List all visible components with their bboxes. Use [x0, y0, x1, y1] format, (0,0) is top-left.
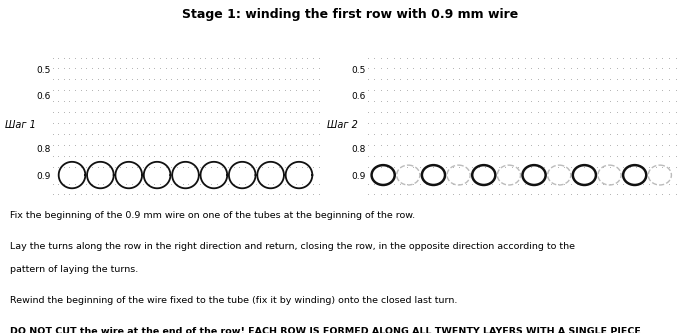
- Text: Lay the turns along the row in the right direction and return, closing the row, : Lay the turns along the row in the right…: [10, 242, 575, 251]
- Text: Stage 1: winding the first row with 0.9 mm wire: Stage 1: winding the first row with 0.9 …: [182, 8, 518, 21]
- Text: Fix the beginning of the 0.9 mm wire on one of the tubes at the beginning of the: Fix the beginning of the 0.9 mm wire on …: [10, 211, 416, 220]
- Text: Шаг 2: Шаг 2: [328, 120, 358, 130]
- Text: pattern of laying the turns.: pattern of laying the turns.: [10, 265, 139, 274]
- Text: Rewind the beginning of the wire fixed to the tube (fix it by winding) onto the : Rewind the beginning of the wire fixed t…: [10, 296, 458, 305]
- Text: DO NOT CUT the wire at the end of the row! EACH ROW IS FORMED ALONG ALL TWENTY L: DO NOT CUT the wire at the end of the ro…: [10, 327, 641, 333]
- Text: Шаг 1: Шаг 1: [5, 120, 36, 130]
